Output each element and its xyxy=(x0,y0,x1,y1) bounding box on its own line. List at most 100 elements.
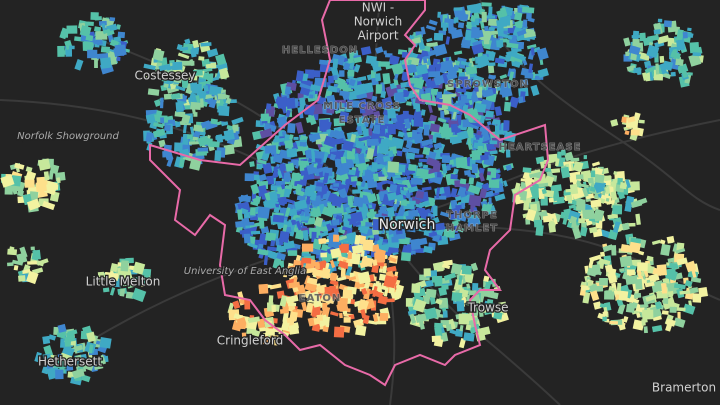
area-patch xyxy=(435,298,443,305)
area-patch xyxy=(441,163,448,174)
area-patch xyxy=(432,261,445,272)
area-patch xyxy=(402,110,409,117)
area-patch xyxy=(632,38,640,47)
area-patch xyxy=(443,272,457,281)
area-patch xyxy=(451,292,463,302)
area-patch xyxy=(176,44,183,51)
area-patch xyxy=(492,119,501,126)
area-patch xyxy=(406,175,411,180)
area-patch xyxy=(431,335,442,342)
area-patch xyxy=(628,181,640,191)
area-patch xyxy=(313,216,324,228)
area-patch xyxy=(433,43,448,57)
area-patch xyxy=(576,199,586,211)
area-patch xyxy=(409,77,422,84)
area-patch xyxy=(237,209,244,220)
area-patch xyxy=(461,265,472,275)
area-patch xyxy=(406,152,416,160)
area-patch xyxy=(429,123,440,133)
area-patch xyxy=(193,69,203,76)
area-patch xyxy=(284,86,291,95)
area-patch xyxy=(221,121,229,127)
area-patch xyxy=(646,255,654,262)
area-patch xyxy=(679,290,691,295)
area-patch xyxy=(408,164,417,172)
area-patch xyxy=(366,138,379,146)
area-patch xyxy=(277,260,285,268)
area-patch xyxy=(7,248,18,256)
area-patch xyxy=(503,180,508,187)
area-patch xyxy=(464,41,469,46)
area-patch xyxy=(530,47,535,56)
area-patch xyxy=(388,54,400,66)
area-patch xyxy=(449,329,458,335)
area-patch xyxy=(626,64,636,72)
area-patch xyxy=(457,22,465,29)
area-patch xyxy=(619,182,628,190)
area-patch xyxy=(285,162,295,172)
area-patch xyxy=(616,298,624,307)
area-patch xyxy=(383,287,389,297)
area-patch xyxy=(244,299,251,310)
area-patch xyxy=(192,136,199,141)
area-patch xyxy=(488,18,498,26)
area-patch xyxy=(459,178,467,185)
town-label: Bramerton xyxy=(652,381,716,395)
area-patch xyxy=(464,197,468,201)
area-patch xyxy=(288,281,301,289)
area-patch xyxy=(273,137,285,143)
area-patch xyxy=(548,222,557,233)
area-patch xyxy=(375,117,385,125)
area-patch xyxy=(340,173,349,181)
area-patch xyxy=(322,167,333,177)
area-patch xyxy=(486,171,492,176)
area-patch xyxy=(450,28,464,39)
area-patch xyxy=(415,237,428,246)
area-patch xyxy=(635,213,641,226)
area-patch xyxy=(100,46,111,53)
area-patch xyxy=(64,337,71,347)
area-patch xyxy=(340,156,347,164)
area-patch xyxy=(687,27,692,32)
area-patch xyxy=(489,140,498,145)
area-patch xyxy=(273,205,280,214)
area-patch xyxy=(486,120,492,126)
area-patch xyxy=(272,335,279,346)
area-patch xyxy=(321,206,335,218)
town-label: Cringleford xyxy=(217,334,284,348)
area-patch xyxy=(329,153,337,161)
area-patch xyxy=(605,290,614,297)
area-patch xyxy=(311,207,322,217)
area-patch xyxy=(452,110,457,120)
area-patch xyxy=(315,284,328,295)
area-patch xyxy=(602,316,607,322)
area-patch xyxy=(55,369,64,380)
area-patch xyxy=(372,145,378,151)
area-patch xyxy=(481,11,487,23)
area-patch xyxy=(395,284,405,290)
area-patch xyxy=(348,78,356,87)
area-patch xyxy=(427,103,433,114)
area-patch xyxy=(333,75,338,81)
area-patch xyxy=(485,110,494,118)
area-patch xyxy=(456,12,469,22)
area-patch xyxy=(453,7,463,11)
area-patch xyxy=(362,314,370,325)
area-patch xyxy=(299,82,312,91)
area-patch xyxy=(569,183,579,195)
area-patch xyxy=(617,303,626,315)
area-patch xyxy=(521,6,535,14)
area-patch xyxy=(350,176,358,182)
area-patch xyxy=(378,61,390,67)
area-patch xyxy=(300,215,309,221)
area-patch xyxy=(240,194,252,203)
area-patch xyxy=(80,374,91,383)
area-patch xyxy=(257,206,270,219)
area-patch xyxy=(560,166,571,179)
area-patch xyxy=(235,220,244,228)
area-patch xyxy=(343,317,351,323)
area-patch xyxy=(65,47,73,57)
area-patch xyxy=(428,71,441,78)
area-patch xyxy=(250,183,260,195)
